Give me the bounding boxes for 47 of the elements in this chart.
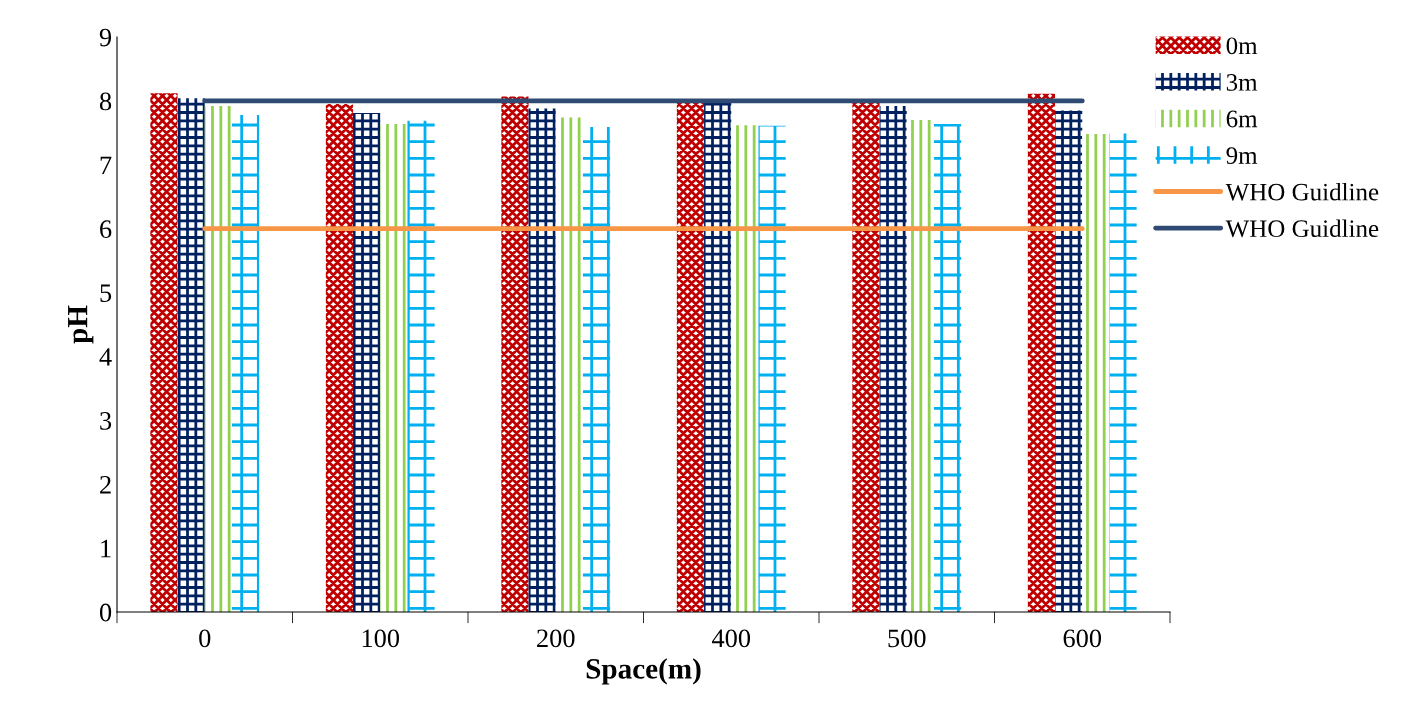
bar xyxy=(231,114,260,612)
y-tick-label: 7 xyxy=(100,156,112,174)
bar xyxy=(731,125,759,612)
bar xyxy=(852,101,880,612)
y-tick-label: 8 xyxy=(99,92,112,111)
y-tick-label: 0 xyxy=(99,603,112,622)
bar xyxy=(879,106,907,612)
legend-label: 6m xyxy=(1226,110,1258,128)
bar xyxy=(906,120,934,612)
y-tick-label: 2 xyxy=(100,475,111,494)
x-tick-label: 400 xyxy=(711,629,751,648)
bar xyxy=(1027,93,1056,612)
y-tick-label: 4 xyxy=(99,348,112,366)
bar xyxy=(150,93,178,612)
x-axis-title: Space(m) xyxy=(586,658,701,685)
x-tick-label: 200 xyxy=(537,629,575,648)
bar xyxy=(204,106,232,612)
bar xyxy=(1055,110,1083,612)
bar xyxy=(528,108,556,612)
bar xyxy=(325,104,354,612)
bar xyxy=(582,127,611,612)
y-tick-label: 6 xyxy=(100,220,112,239)
bar xyxy=(407,120,435,612)
y-tick-label: 3 xyxy=(100,412,112,430)
y-tick-label: 5 xyxy=(100,284,112,302)
x-tick-label: 0 xyxy=(199,629,211,648)
bar xyxy=(933,123,962,612)
bar xyxy=(1109,133,1137,612)
bar xyxy=(501,96,529,612)
legend-label: 0m xyxy=(1226,37,1258,55)
legend-label: WHO Guidline xyxy=(1225,219,1379,238)
bar xyxy=(758,125,786,612)
x-tick-label: 500 xyxy=(888,629,926,648)
x-tick-label: 600 xyxy=(1063,629,1102,648)
bar xyxy=(353,113,381,612)
legend-label: WHO Guidline xyxy=(1225,182,1379,201)
y-tick-label: 1 xyxy=(101,539,111,558)
y-axis-title: pH xyxy=(68,305,94,344)
bar xyxy=(555,117,583,612)
bar xyxy=(704,102,732,612)
x-tick-label: 100 xyxy=(362,629,400,648)
bar xyxy=(177,98,205,612)
y-tick-label: 9 xyxy=(99,28,112,47)
bar xyxy=(676,100,705,612)
legend-label: 9m xyxy=(1226,147,1258,164)
legend-label: 3m xyxy=(1226,74,1258,91)
bar xyxy=(380,123,408,612)
